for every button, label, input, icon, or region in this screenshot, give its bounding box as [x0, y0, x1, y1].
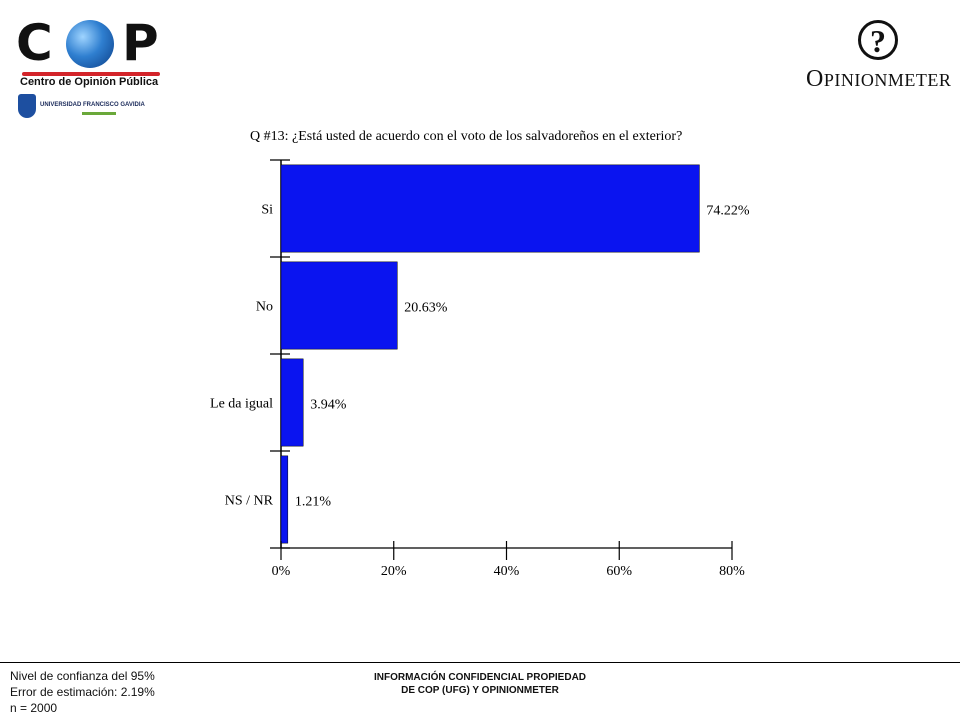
category-label: NS / NR [225, 494, 274, 509]
globe-icon [66, 20, 114, 68]
category-label: No [256, 300, 273, 315]
bar [280, 358, 304, 447]
opinionmeter-first: O [806, 66, 824, 92]
opinionmeter-rest: PINIONMETER [823, 70, 952, 90]
bar [280, 261, 398, 350]
cop-subtitle: Centro de Opinión Pública [20, 76, 159, 88]
stat-confidence: Nivel de confianza del 95% [10, 669, 155, 683]
stat-error: Error de estimación: 2.19% [10, 685, 155, 699]
bar-chart: Si 74.22% No 20.63% Le da igual 3.94% NS / NR 1… [210, 159, 750, 579]
ufg-bar [82, 112, 116, 115]
footer-confidential: INFORMACIÓN CONFIDENCIAL PROPIEDAD DE CO… [330, 671, 630, 697]
x-tick-label: 20% [381, 564, 407, 579]
stat-sample: n = 2000 [10, 701, 58, 715]
data-label: 1.21% [295, 495, 332, 510]
bar [280, 164, 700, 253]
category-label: Si [261, 203, 273, 218]
ufg-crest-icon [18, 94, 36, 118]
data-label: 20.63% [404, 301, 448, 316]
opinionmeter-wordmark: OPINIONMETER [806, 66, 951, 93]
x-tick-label: 0% [272, 564, 291, 579]
category-label: Le da igual [210, 397, 273, 412]
data-label: 3.94% [310, 398, 347, 413]
opinionmeter-logo: ? OPINIONMETER [800, 20, 960, 100]
chart-title: Q #13: ¿Está usted de acuerdo con el vot… [250, 129, 683, 144]
bar [280, 455, 289, 544]
x-tick-label: 40% [494, 564, 520, 579]
question-mark-icon: ? [858, 20, 898, 60]
ufg-text: UNIVERSIDAD FRANCISCO GAVIDIA [40, 102, 145, 108]
footer-stats: Nivel de confianza del 95% Error de esti… [10, 668, 155, 716]
footer-divider [0, 662, 960, 663]
confidential-line-1: INFORMACIÓN CONFIDENCIAL PROPIEDAD [373, 672, 587, 683]
confidential-line-2: DE COP (UFG) Y OPINIONMETER [401, 685, 559, 696]
logo-swoosh [22, 72, 160, 76]
cop-logo: C O P Centro de Opinión Pública UNIVERSI… [14, 14, 164, 124]
x-tick-label: 60% [606, 564, 632, 579]
data-label: 74.22% [706, 204, 750, 219]
x-tick-label: 80% [719, 564, 745, 579]
